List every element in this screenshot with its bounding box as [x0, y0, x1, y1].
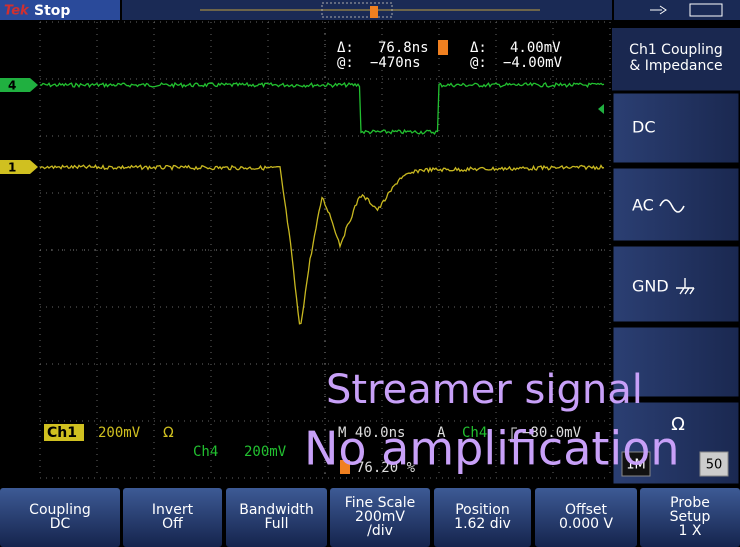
- cursor-value: −4.00mV: [503, 55, 563, 71]
- cursor-value: 4.00mV: [510, 40, 561, 56]
- ch4-marker-label: 4: [8, 79, 16, 93]
- menu-button-label: 1 X: [679, 523, 702, 539]
- cursor-label: @:: [470, 55, 487, 71]
- menu-button-label: /div: [367, 523, 393, 539]
- menu-option-label: DC: [632, 118, 656, 137]
- menu-title: & Impedance: [629, 58, 722, 74]
- ch1-impedance: Ω: [163, 425, 174, 441]
- trigger-marker: [438, 40, 448, 55]
- cursor-label: @:: [337, 55, 354, 71]
- impedance-choice-label: 50: [706, 458, 723, 473]
- ch1-scale: 200mV: [98, 425, 141, 441]
- cursor-value: −470ns: [370, 55, 421, 71]
- ch4-scale: 200mV: [244, 444, 287, 460]
- menu-option-label: GND: [632, 277, 669, 296]
- ch4-label: Ch4: [193, 444, 218, 460]
- ch1-badge-label: Ch1: [47, 425, 77, 441]
- cursor-value: 76.8ns: [378, 40, 429, 56]
- annotation: Streamer signal: [326, 367, 643, 413]
- menu-button-label: 1.62 div: [454, 516, 511, 532]
- menu-button-label: 0.000 V: [559, 516, 614, 532]
- acquisition-state: Stop: [34, 3, 70, 19]
- ch1-marker-label: 1: [8, 161, 16, 175]
- menu-title: Ch1 Coupling: [629, 42, 723, 58]
- annotation: No amplification: [304, 422, 680, 476]
- menu-button-label: DC: [50, 516, 71, 532]
- menu-option-label: AC: [632, 196, 654, 215]
- cursor-label: Δ:: [470, 40, 487, 56]
- trigger-position-marker: [370, 6, 378, 18]
- power-bar: [614, 0, 740, 20]
- oscilloscope-screen: Tek Stop Δ: 76.8ns @: −470ns Δ: 4.00mV @…: [0, 0, 740, 547]
- cursor-label: Δ:: [337, 40, 354, 56]
- menu-button-label: Off: [162, 516, 183, 532]
- ch1-marker: [0, 160, 38, 174]
- menu-button-label: Full: [265, 516, 289, 532]
- brand: Tek: [4, 4, 30, 19]
- ch4-marker: [0, 78, 38, 92]
